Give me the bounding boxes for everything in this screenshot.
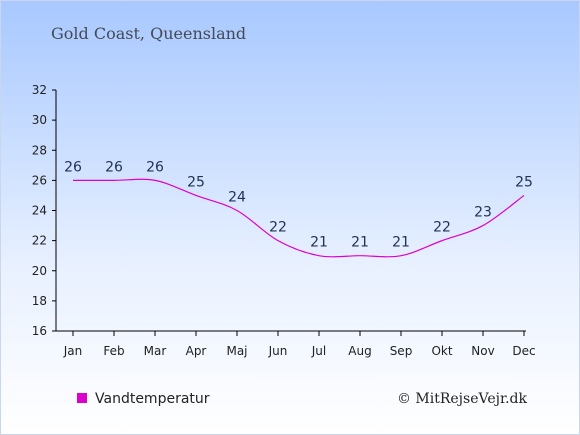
y-tick-label: 32 (32, 83, 47, 97)
data-label: 24 (228, 190, 246, 206)
x-tick-label: Jan (63, 344, 83, 358)
y-tick-label: 18 (32, 294, 47, 308)
legend-swatch (77, 393, 87, 403)
x-tick-label: Dec (512, 344, 535, 358)
y-tick-label: 20 (32, 264, 47, 278)
data-label: 22 (433, 220, 451, 236)
chart-axes: 16 18 20 22 24 26 28 30 32 Jan Feb Mar Apr Maj Jun Jul A… (32, 83, 536, 358)
chart-marks: 26 26 26 25 24 22 21 21 21 22 23 25 (64, 159, 533, 258)
data-label: 26 (146, 159, 164, 175)
x-tick-label: Jul (311, 344, 326, 358)
y-tick-label: 26 (32, 173, 47, 187)
copyright-text: © MitRejseVejr.dk (397, 391, 528, 407)
y-tick-label: 16 (32, 324, 47, 338)
data-label: 23 (474, 205, 492, 221)
chart-title: Gold Coast, Queensland (51, 24, 246, 43)
x-tick-label: Feb (103, 344, 124, 358)
x-tick-label: Mar (144, 344, 167, 358)
series-line-vandtemperatur (73, 178, 525, 258)
data-label: 25 (515, 174, 533, 190)
y-tick-label: 22 (32, 234, 47, 248)
x-tick-label: Maj (226, 344, 247, 358)
data-label: 21 (351, 235, 369, 251)
x-tick-label: Aug (348, 344, 371, 358)
y-tick-label: 30 (32, 113, 47, 127)
data-label: 21 (310, 235, 328, 251)
y-tick-label: 24 (32, 204, 47, 218)
x-tick-label: Jun (268, 344, 288, 358)
data-label: 22 (269, 220, 287, 236)
data-label: 25 (187, 174, 205, 190)
legend-label: Vandtemperatur (95, 391, 210, 407)
data-label: 26 (64, 159, 82, 175)
data-label: 26 (105, 159, 123, 175)
x-tick-label: Okt (431, 344, 452, 358)
x-tick-label: Apr (186, 344, 207, 358)
x-tick-label: Nov (471, 344, 494, 358)
y-tick-label: 28 (32, 143, 47, 157)
data-label: 21 (392, 235, 410, 251)
x-tick-label: Sep (390, 344, 413, 358)
